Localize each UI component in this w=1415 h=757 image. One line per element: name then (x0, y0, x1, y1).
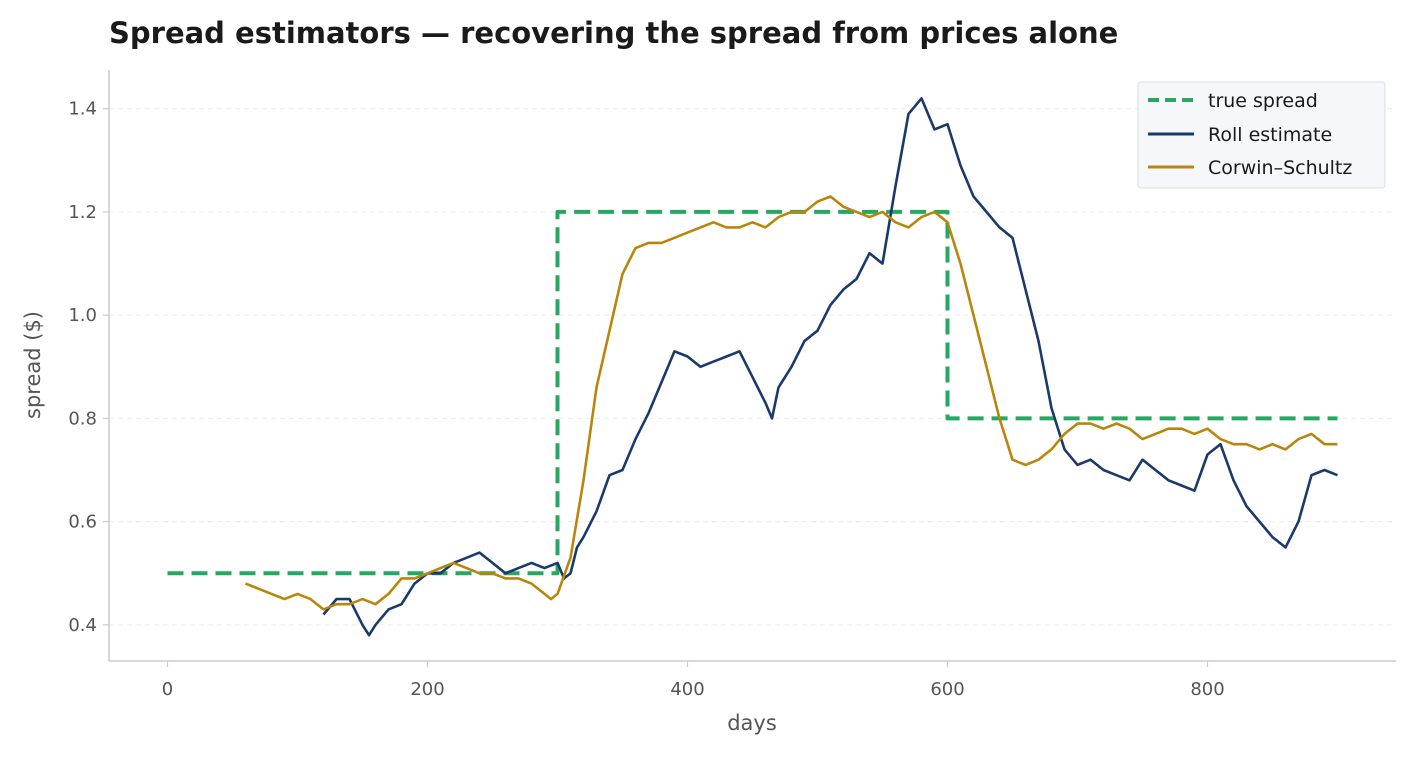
legend: true spread Roll estimate Corwin–Schultz (1137, 81, 1386, 189)
x-axis-label: days (727, 711, 777, 735)
y-tick-label: 1.4 (68, 99, 97, 120)
x-tick-label: 400 (670, 679, 704, 700)
x-tick-label: 600 (930, 679, 964, 700)
x-ticks: 0 200 400 600 800 (162, 661, 1225, 700)
y-tick-label: 0.4 (68, 615, 97, 636)
series-line-true-spread (167, 209, 1338, 576)
series-line-roll-estimate (322, 97, 1338, 637)
legend-label-corwin-schultz: Corwin–Schultz (1208, 157, 1352, 179)
y-tick-label: 0.6 (68, 512, 97, 533)
y-tick-label: 0.8 (68, 408, 97, 429)
chart-title: Spread estimators — recovering the sprea… (109, 16, 1118, 50)
y-tick-label: 1.0 (68, 305, 97, 326)
x-tick-label: 0 (162, 679, 173, 700)
y-tick-label: 1.2 (68, 202, 97, 223)
legend-label-roll: Roll estimate (1208, 124, 1332, 146)
series-line-corwin-schultz (245, 195, 1338, 611)
series-lines (167, 97, 1338, 637)
y-axis-label: spread ($) (21, 311, 45, 419)
x-tick-label: 800 (1190, 679, 1224, 700)
legend-label-true-spread: true spread (1208, 90, 1318, 112)
legend-box (1137, 81, 1386, 189)
x-tick-label: 200 (410, 679, 444, 700)
y-ticks: 0.4 0.6 0.8 1.0 1.2 1.4 (68, 99, 109, 636)
axes (108, 70, 1396, 662)
